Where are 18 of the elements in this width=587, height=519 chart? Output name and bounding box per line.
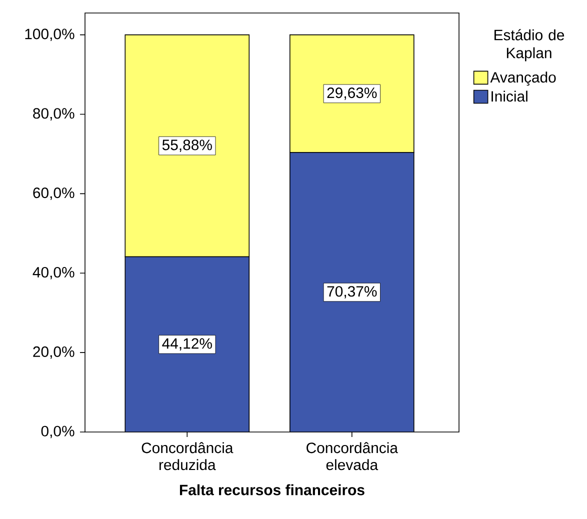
data-label: 44,12%: [162, 338, 212, 351]
y-tick-label: 60,0%: [33, 188, 74, 200]
x-tick-label: Concordância reduzida: [142, 442, 234, 470]
x-tick-label: Concordância elevada: [306, 442, 398, 470]
bar: [290, 152, 414, 432]
y-tick-label: 80,0%: [33, 108, 74, 120]
legend-title: Estádio de Kaplan: [494, 29, 564, 62]
y-tick-label: 100,0%: [25, 28, 74, 42]
legend-label: Inicial: [492, 90, 528, 102]
data-label: 29,63%: [327, 88, 377, 100]
bar: [124, 256, 250, 432]
legend-label: Avançado: [490, 72, 556, 86]
y-tick-label: 0,0%: [41, 426, 74, 438]
y-tick-label: 20,0%: [33, 346, 74, 359]
data-label: 70,37%: [327, 286, 377, 298]
x-axis-title: Falta recursos financeiros: [180, 484, 364, 496]
y-tick-label: 40,0%: [32, 266, 74, 280]
data-label: 55,88%: [162, 140, 212, 152]
